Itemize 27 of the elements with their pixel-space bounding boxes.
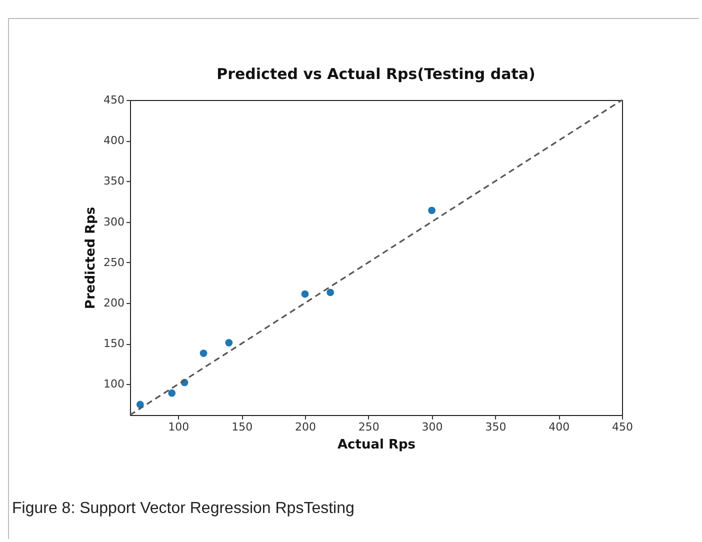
y-tick-label: 100 (104, 378, 124, 391)
x-tick-label: 350 (485, 420, 506, 434)
point (200, 350, 208, 357)
x-tick-label: 150 (232, 420, 253, 434)
x-tick-label: 400 (548, 420, 570, 434)
y-tick-label: 350 (104, 174, 124, 188)
x-tick-label: 450 (612, 420, 633, 434)
x-tick-label: 200 (294, 420, 316, 434)
point (225, 339, 233, 346)
caption: Figure 8: Support Vector Regression RpsTesting (12, 500, 354, 518)
point (428, 206, 436, 214)
x-tick-label: 100 (168, 420, 190, 434)
y-tick-label: 150 (104, 337, 124, 350)
point (136, 400, 144, 408)
y-tick-label: 200 (104, 296, 124, 310)
y-tick-label: 250 (104, 256, 124, 269)
x-axis-title: Actual Rps (337, 438, 416, 452)
point (168, 389, 176, 397)
y-tick-label: 400 (104, 134, 124, 148)
x-tick-label: 300 (422, 420, 443, 434)
chart-title: Predicted vs Actual Rps(Testing data) (216, 65, 536, 83)
point (326, 288, 334, 296)
x-tick-label: 250 (358, 420, 380, 434)
y-tick-label: 450 (104, 94, 124, 106)
y-tick-label: 300 (104, 215, 124, 228)
y-axis-title: Predicted Rps (84, 206, 99, 310)
point (301, 290, 309, 298)
